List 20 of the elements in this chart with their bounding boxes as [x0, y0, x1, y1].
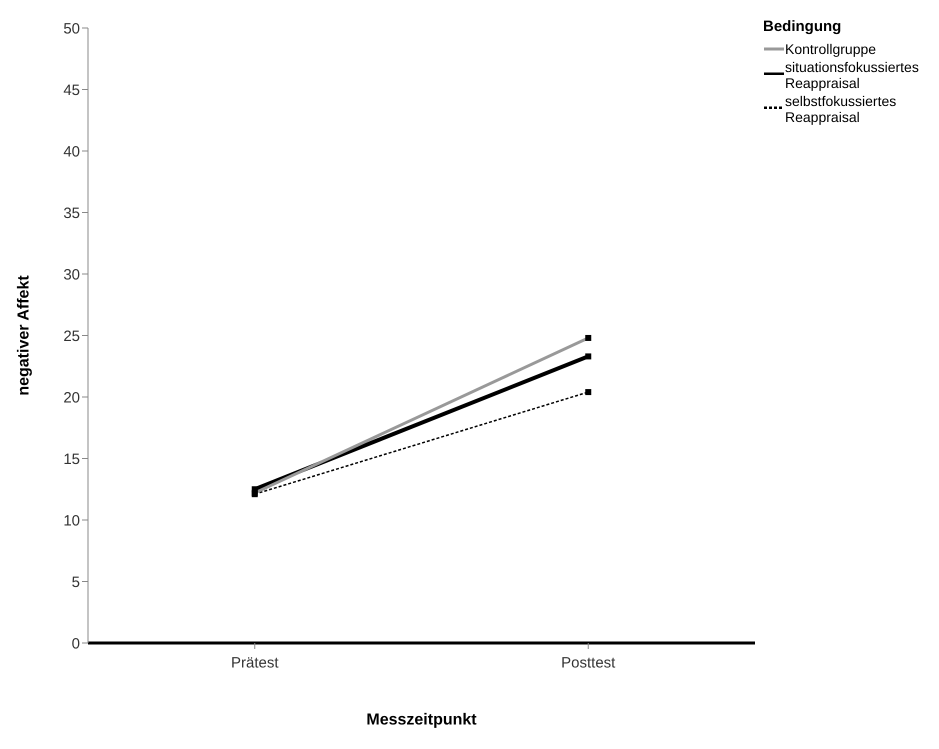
y-tick-label: 25	[63, 328, 80, 345]
x-tick-label: Posttest	[561, 654, 616, 672]
x-axis-title: Messzeitpunkt	[366, 711, 478, 728]
y-tick-label: 50	[63, 20, 80, 38]
legend-label: selbstfokussiertes Reappraisal	[785, 93, 898, 125]
legend-title: Bedingung	[763, 18, 842, 35]
x-tick-label: Prätest	[230, 654, 280, 672]
y-tick-label: 20	[63, 389, 80, 406]
y-tick-label: 45	[63, 82, 80, 99]
y-tick-label: 35	[63, 204, 80, 222]
y-axis-title: negativer Affekt	[16, 274, 33, 396]
y-tick-label: 30	[63, 266, 80, 284]
y-tick-label: 40	[63, 143, 80, 160]
point	[585, 353, 592, 360]
y-tick-label: 10	[63, 512, 80, 530]
y-tick-label: 15	[63, 450, 80, 468]
legend-label: Kontrollgruppe	[785, 41, 876, 57]
point	[585, 389, 592, 396]
y-tick-label: 5	[72, 574, 80, 591]
y-tick-label: 0	[72, 635, 80, 652]
